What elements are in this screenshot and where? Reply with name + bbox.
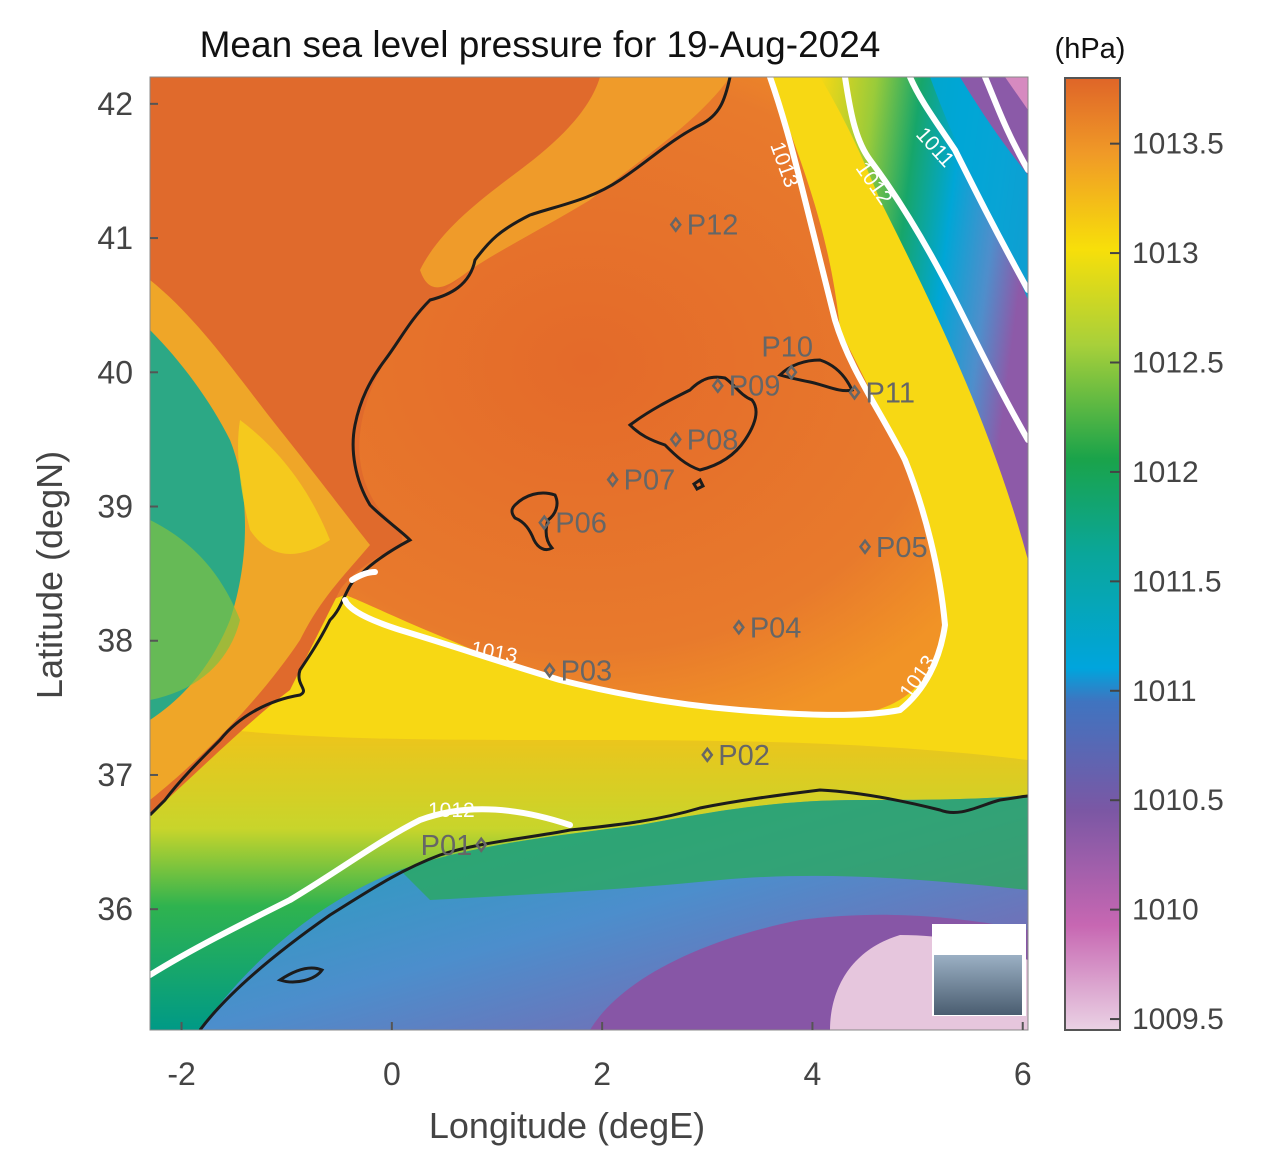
station-marker: [701, 746, 714, 763]
station-marker: [858, 538, 872, 555]
station-marker: [475, 836, 488, 853]
station-marker: [711, 377, 724, 394]
iberia-yellow-patch: [238, 420, 330, 554]
northeast-min-core: [960, 77, 1028, 175]
colorbar: [1064, 77, 1121, 1031]
colorbar-tick-label: 1010: [1132, 894, 1199, 927]
colorbar-tick-label: 1011.5: [1132, 565, 1222, 598]
y-axis-label: Latitude (degN): [29, 451, 70, 699]
isobar-1011: [907, 77, 1028, 293]
station-marker: [785, 364, 798, 381]
plot-area: 1013 1012 1011 1013 1013 1012 P01P02P03P…: [150, 77, 1028, 1030]
station-label: P09: [729, 371, 781, 403]
station-label: P08: [687, 424, 739, 456]
colorbar-ticks: 1009.5 1010 1010.5 1011 1011.5 1012 1012.5 1013…: [1110, 128, 1224, 1036]
stations: P01 P02 P03 P04 P05 P06 P07 P08 P09 P10 P11 P12: [421, 210, 928, 862]
africa-green-strip: [400, 795, 1028, 900]
socib-logo-inner: [934, 955, 1022, 1015]
station-label: P06: [555, 508, 607, 540]
ibiza-coastline: [510, 491, 559, 552]
colorbar-tick-label: 1009.5: [1132, 1003, 1224, 1036]
y-tick-label: 36: [97, 891, 133, 927]
colorbar-tick-label: 1010.5: [1132, 784, 1224, 817]
map-title: Mean sea level pressure for 19-Aug-2024: [200, 24, 881, 65]
socib-logo: SOCIB: [932, 924, 1026, 1016]
station-marker: [669, 216, 682, 233]
colorbar-tick-label: 1012: [1132, 456, 1199, 489]
y-tick-label: 41: [97, 220, 133, 256]
y-tick-label: 42: [97, 86, 133, 122]
station-marker: [543, 662, 556, 679]
station-marker: [538, 514, 551, 531]
mallorca-coastline: [627, 375, 758, 472]
y-axis-ticks: 36 37 38 39 40 41 42: [97, 86, 158, 927]
station-label: P12: [687, 210, 739, 242]
isobar-1012-south: [150, 806, 573, 978]
x-tick-label: -2: [167, 1056, 195, 1092]
x-axis-label: Longitude (degE): [429, 1105, 705, 1146]
x-tick-label: 6: [1014, 1056, 1032, 1092]
station-marker: [848, 384, 861, 401]
isobar-1012-north: [842, 77, 1028, 443]
y-tick-label: 40: [97, 354, 133, 390]
colorbar-tick-label: 1013: [1132, 237, 1199, 270]
northeast-corner: [1005, 77, 1028, 110]
station-label: P04: [750, 612, 802, 644]
isobar-1013-fragment: [349, 569, 378, 583]
station-label: P11: [866, 377, 915, 409]
contour-label-1012-south: 1012: [428, 799, 475, 822]
x-tick-label: 4: [804, 1056, 822, 1092]
cabrera-coastline: [691, 477, 706, 491]
alboran-island: [276, 966, 325, 984]
isobar-contours: [150, 77, 1028, 978]
x-axis-ticks: -2 0 2 4 6: [167, 1022, 1032, 1092]
station-label: P02: [718, 740, 770, 772]
station-marker: [669, 431, 682, 448]
y-tick-label: 38: [97, 623, 133, 659]
y-tick-label: 37: [97, 757, 133, 793]
station-label: P07: [624, 465, 676, 497]
station-marker: [732, 619, 745, 636]
colorbar-unit: (hPa): [1055, 33, 1126, 65]
isobar-1010: [982, 77, 1028, 173]
iberia-coastline: [150, 77, 732, 817]
x-tick-label: 2: [593, 1056, 611, 1092]
station-marker: [606, 471, 619, 488]
station-label: P03: [561, 655, 613, 687]
y-tick-label: 39: [97, 489, 133, 525]
colorbar-tick-label: 1013.5: [1132, 128, 1224, 161]
station-label: P10: [761, 331, 813, 363]
iberia-green-patch: [150, 520, 240, 700]
colorbar-tick-label: 1011: [1132, 675, 1197, 708]
coastlines: [150, 77, 1028, 1030]
socib-logo-text: SOCIB: [941, 931, 1017, 956]
africa-coastline: [198, 788, 1028, 1030]
isobar-1013-main: [342, 77, 949, 718]
colorbar-tick-label: 1012.5: [1132, 347, 1224, 380]
station-label: P05: [876, 532, 928, 564]
station-label: P01: [421, 830, 473, 862]
x-tick-label: 0: [383, 1056, 401, 1092]
plot-frame: [149, 76, 1029, 1031]
